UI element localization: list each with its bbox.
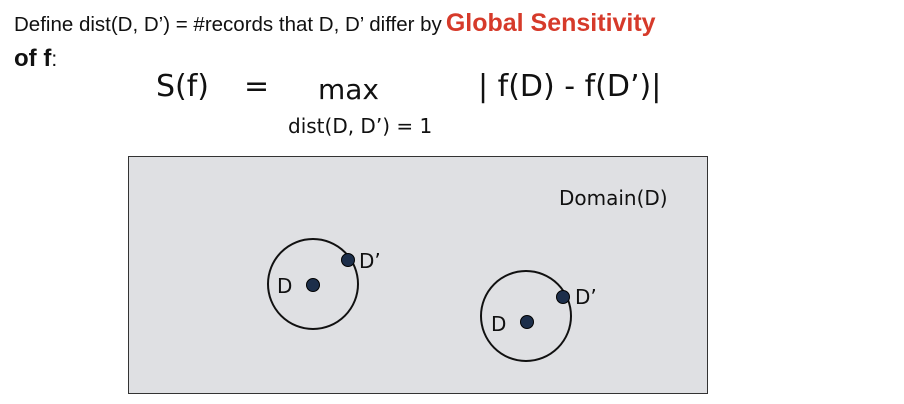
formula-lhs: S(f)	[156, 69, 210, 104]
global-sensitivity-title: Global Sensitivity	[445, 9, 656, 37]
center-label-2: D	[491, 312, 506, 336]
domain-box	[128, 156, 708, 394]
neighborhood-circle-2	[480, 270, 572, 362]
formula-subscript: dist(D, D’) = 1	[288, 114, 433, 138]
center-point-1	[306, 278, 320, 292]
definition-line: Define dist(D, D’) = #records that D, D’…	[14, 10, 656, 38]
neighbor-point-1	[341, 253, 355, 267]
neighbor-label-2: D’	[575, 285, 597, 309]
center-label-1: D	[277, 274, 292, 298]
colon-text: :	[51, 48, 58, 71]
formula-rhs: | f(D) - f(D’)|	[478, 69, 662, 104]
formula-equals: =	[244, 69, 270, 104]
neighborhood-circle-1	[267, 238, 359, 330]
center-point-2	[520, 315, 534, 329]
domain-label: Domain(D)	[559, 186, 668, 210]
definition-continuation: of f:	[14, 45, 57, 74]
definition-text: Define dist(D, D’) = #records that D, D’…	[14, 13, 442, 36]
of-f-text: of f	[14, 45, 52, 72]
neighbor-point-2	[556, 290, 570, 304]
formula-max: max	[318, 73, 380, 106]
neighbor-label-1: D’	[359, 249, 381, 273]
